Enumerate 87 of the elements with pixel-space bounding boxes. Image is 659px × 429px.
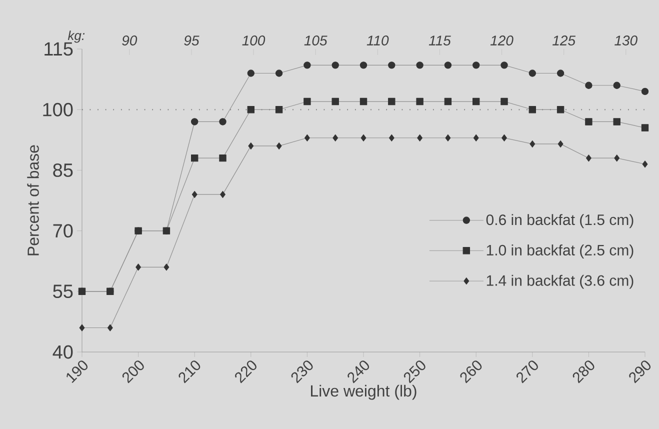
point xyxy=(388,62,396,69)
x-tick-label: 230 xyxy=(291,360,313,384)
point xyxy=(530,140,536,148)
point xyxy=(472,98,480,106)
y-tick-label: 100 xyxy=(43,102,73,116)
point xyxy=(417,134,422,142)
point xyxy=(500,62,508,69)
point xyxy=(275,106,283,114)
point xyxy=(528,106,536,114)
y-tick-label: 70 xyxy=(53,224,73,238)
point xyxy=(444,62,452,69)
point xyxy=(332,134,338,142)
point xyxy=(416,98,424,106)
y-tick-label: 40 xyxy=(52,345,73,359)
point xyxy=(556,106,564,114)
x-tick-label: 240 xyxy=(348,360,370,384)
point xyxy=(248,142,254,150)
point xyxy=(247,106,255,114)
point xyxy=(502,134,507,142)
point xyxy=(107,324,113,332)
x2-tick-label: 110 xyxy=(366,36,389,46)
point xyxy=(473,134,479,142)
point xyxy=(445,134,451,142)
point xyxy=(332,62,339,69)
point xyxy=(360,98,368,106)
x2-tick-label: 105 xyxy=(304,36,328,46)
x-tick-label: 190 xyxy=(66,360,88,383)
legend-label: 1.4 in backfat (3.6 cm) xyxy=(486,274,634,289)
point xyxy=(79,324,85,332)
point xyxy=(642,160,648,168)
legend-label: 0.6 in backfat (1.5 cm) xyxy=(486,214,634,228)
point xyxy=(585,82,592,89)
point xyxy=(219,118,226,126)
point xyxy=(556,70,564,77)
point xyxy=(247,70,255,77)
point xyxy=(614,154,620,162)
x-tick-label: 260 xyxy=(460,360,482,384)
point xyxy=(219,154,226,162)
point xyxy=(304,62,311,69)
point xyxy=(641,88,649,96)
x2-axis-title: kg: xyxy=(68,30,85,43)
point xyxy=(641,124,649,132)
point xyxy=(136,264,141,271)
point xyxy=(360,134,366,142)
point xyxy=(304,98,311,106)
y-tick-label: 115 xyxy=(44,42,73,56)
point xyxy=(444,98,452,106)
point xyxy=(613,82,620,89)
point xyxy=(500,98,508,106)
y-tick-label: 55 xyxy=(53,284,73,298)
point xyxy=(276,142,282,150)
y-tick-label: 85 xyxy=(53,163,73,177)
x-tick-label: 220 xyxy=(235,360,256,384)
point xyxy=(472,62,480,69)
point xyxy=(360,62,368,69)
x-tick-label: 290 xyxy=(629,360,651,384)
x2-tick-label: 125 xyxy=(552,36,576,46)
point xyxy=(275,70,283,77)
x2-tick-label: 95 xyxy=(184,36,200,46)
point xyxy=(586,154,592,162)
x-tick-label: 210 xyxy=(178,360,200,384)
x2-tick-label: 90 xyxy=(122,36,138,46)
x-tick-label: 280 xyxy=(572,360,594,384)
point xyxy=(164,264,170,271)
x2-tick-label: 100 xyxy=(242,36,266,46)
point xyxy=(613,118,620,126)
point xyxy=(585,118,592,126)
point xyxy=(191,118,198,126)
legend-label: 1.0 in backfat (2.5 cm) xyxy=(486,244,634,258)
x2-tick-label: 120 xyxy=(490,36,514,46)
x-tick-label: 200 xyxy=(122,360,144,384)
point xyxy=(558,140,564,148)
point xyxy=(191,154,198,162)
point xyxy=(304,134,310,142)
point xyxy=(528,70,536,77)
point xyxy=(332,98,339,106)
x-tick-label: 250 xyxy=(404,360,426,384)
point xyxy=(192,190,198,198)
point xyxy=(388,98,396,106)
x2-tick-label: 115 xyxy=(428,36,451,46)
point xyxy=(388,134,394,142)
x-tick-label: 270 xyxy=(516,360,538,384)
y-axis-title: Percent of base xyxy=(27,145,39,256)
x-axis-title: Live weight (lb) xyxy=(311,384,416,400)
point xyxy=(416,62,424,69)
x2-tick-label: 130 xyxy=(614,36,638,46)
point xyxy=(220,190,226,198)
